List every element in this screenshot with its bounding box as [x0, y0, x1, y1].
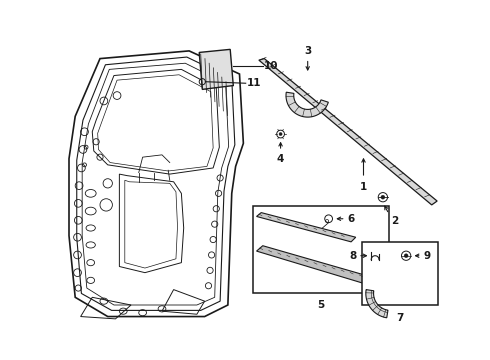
Bar: [362, 242, 438, 305]
Circle shape: [279, 132, 282, 136]
Polygon shape: [257, 213, 356, 242]
Circle shape: [381, 195, 385, 199]
Polygon shape: [286, 92, 328, 117]
Text: 11: 11: [247, 78, 262, 88]
Bar: [253, 206, 389, 293]
Polygon shape: [257, 246, 375, 285]
Polygon shape: [368, 276, 383, 293]
Text: 4: 4: [277, 154, 284, 164]
Text: 2: 2: [391, 216, 398, 226]
Polygon shape: [259, 59, 437, 205]
Polygon shape: [199, 49, 233, 89]
Text: 6: 6: [347, 214, 354, 224]
Polygon shape: [366, 289, 388, 318]
Text: 9: 9: [423, 251, 430, 261]
Text: 10: 10: [264, 61, 279, 71]
Text: 3: 3: [304, 45, 311, 55]
Polygon shape: [69, 51, 244, 316]
Text: 7: 7: [396, 313, 404, 323]
Text: 5: 5: [318, 300, 325, 310]
Circle shape: [404, 254, 408, 258]
Text: 8: 8: [349, 251, 357, 261]
Text: 1: 1: [360, 182, 367, 192]
